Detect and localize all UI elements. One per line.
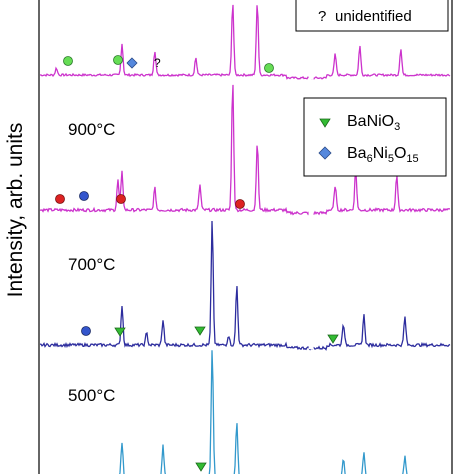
axis-break [308,202,314,214]
axis-break [308,470,314,474]
series-line-700 [39,220,451,351]
marker-green-circle [63,56,73,66]
marker-unidentified: ? [154,56,161,70]
legend-top-marker: ? [318,8,326,25]
series-line-1100 [39,4,451,80]
series-line-900 [39,84,451,216]
legend-top-text: unidentified [335,8,412,25]
marker-blue-diamond [126,57,138,69]
marker-green-triangle [327,334,339,344]
traces [39,4,451,474]
marker-green-circle [113,55,123,65]
series-label-700: 700°C [68,255,115,274]
marker-green-triangle [114,327,126,337]
series-label-500: 500°C [68,386,115,405]
marker-red-circle [235,199,245,209]
marker-green-triangle [194,326,206,336]
marker-green-triangle [195,462,207,472]
phase-markers: ? [55,55,339,472]
legend-ba6ni5o15: Ba6Ni5O15 [347,145,419,165]
y-axis-label: Intensity, arb. units [4,123,27,298]
marker-blue-circle [81,326,91,336]
legend-middle-box [303,97,447,177]
axis-break [308,67,314,79]
legend-triangle-icon [319,118,331,128]
legend-top: ? unidentified [295,0,449,32]
marker-blue-circle [79,191,89,201]
legend-baniO3: BaNiO3 [347,113,400,133]
marker-green-circle [264,63,274,73]
marker-red-circle [116,194,126,204]
legend-diamond-icon [318,146,332,160]
legend-middle: BaNiO3 Ba6Ni5O15 [303,97,447,177]
marker-red-circle [55,194,65,204]
series-label-900: 900°C [68,120,115,139]
legend-top-box [295,0,449,32]
axis-break [308,337,314,349]
